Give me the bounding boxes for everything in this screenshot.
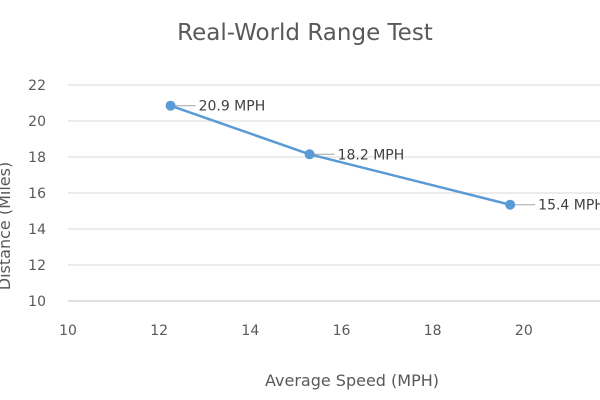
data-point xyxy=(304,149,315,160)
y-tick-label: 20 xyxy=(28,114,46,130)
series: 20.9 MPH 18.2 MPH 15.4 MPH xyxy=(165,99,600,214)
data-point xyxy=(505,199,516,210)
y-tick-label: 16 xyxy=(28,186,46,202)
y-tick-label: 12 xyxy=(28,258,46,274)
y-tick-label: 14 xyxy=(28,222,46,238)
chart-title: Real-World Range Test xyxy=(177,20,433,46)
data-point xyxy=(165,100,176,111)
x-axis-label: Average Speed (MPH) xyxy=(265,371,439,390)
x-tick-label: 12 xyxy=(150,323,168,339)
x-tick-label: 16 xyxy=(333,323,351,339)
gridlines xyxy=(68,84,600,302)
data-label: 18.2 MPH xyxy=(338,147,405,163)
x-tick-label: 18 xyxy=(424,323,442,339)
x-tick-label: 20 xyxy=(515,323,533,339)
y-axis-label: Distance (Miles) xyxy=(0,162,14,290)
y-axis-ticks: 10 12 14 16 18 20 22 xyxy=(28,78,46,310)
x-axis-ticks: 10 12 14 16 18 20 xyxy=(59,323,533,339)
data-label: 15.4 MPH xyxy=(538,198,600,214)
x-tick-label: 14 xyxy=(241,323,259,339)
data-label: 20.9 MPH xyxy=(199,99,266,115)
y-tick-label: 22 xyxy=(28,78,46,94)
x-tick-label: 10 xyxy=(59,323,77,339)
y-tick-label: 18 xyxy=(28,150,46,166)
y-tick-label: 10 xyxy=(28,294,46,310)
